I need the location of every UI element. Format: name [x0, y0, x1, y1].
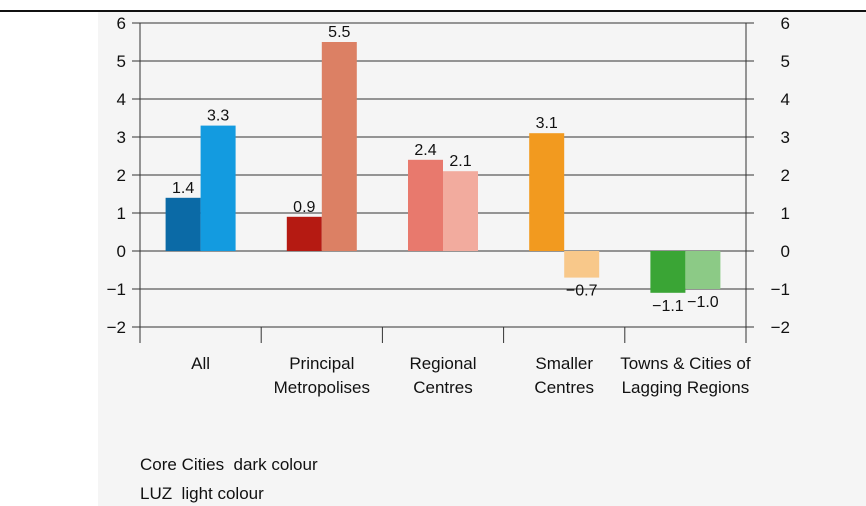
bar — [321, 42, 357, 251]
y-tick-label-left: 3 — [117, 128, 126, 147]
data-label: 0.9 — [293, 199, 315, 216]
y-tick-label-right: 4 — [781, 90, 790, 109]
bar — [650, 251, 686, 293]
data-label: 1.4 — [172, 180, 194, 197]
chart-background — [98, 12, 866, 506]
bar — [685, 251, 721, 289]
y-tick-label-right: −2 — [771, 318, 790, 337]
data-label: 2.1 — [449, 153, 471, 170]
bar — [200, 125, 236, 251]
bar — [564, 251, 600, 278]
x-category-label: Principal — [289, 354, 354, 373]
y-tick-label-right: −1 — [771, 280, 790, 299]
y-tick-label-right: 1 — [781, 204, 790, 223]
y-tick-label-right: 6 — [781, 14, 790, 33]
bar — [165, 197, 201, 251]
y-tick-label-left: 2 — [117, 166, 126, 185]
y-tick-label-left: 1 — [117, 204, 126, 223]
data-label: −1.0 — [687, 294, 719, 311]
y-tick-label-right: 5 — [781, 52, 790, 71]
x-category-label: Lagging Regions — [622, 378, 750, 397]
x-category-label: Towns & Cities of — [620, 354, 751, 373]
bar — [408, 159, 443, 251]
legend-core-cities: Core Cities dark colour — [140, 455, 318, 474]
bar — [286, 216, 322, 251]
bar — [529, 133, 565, 251]
data-label: −0.7 — [566, 283, 598, 300]
data-label: 5.5 — [328, 24, 350, 41]
y-tick-label-left: 5 — [117, 52, 126, 71]
y-tick-label-left: −2 — [107, 318, 126, 337]
y-tick-label-left: 0 — [117, 242, 126, 261]
legend-luz: LUZ light colour — [140, 484, 264, 503]
x-category-label: Centres — [534, 378, 594, 397]
y-tick-label-left: 4 — [117, 90, 126, 109]
x-category-label: Metropolises — [274, 378, 370, 397]
bar — [443, 171, 478, 251]
y-tick-label-right: 3 — [781, 128, 790, 147]
x-category-label: Centres — [413, 378, 473, 397]
y-tick-label-right: 0 — [781, 242, 790, 261]
data-label: 2.4 — [414, 142, 436, 159]
data-label: 3.1 — [536, 115, 558, 132]
x-category-label: Regional — [409, 354, 476, 373]
data-label: 3.3 — [207, 108, 229, 125]
top-rule — [0, 10, 866, 12]
x-category-label: All — [191, 354, 210, 373]
data-label: −1.1 — [652, 298, 684, 315]
y-tick-label-right: 2 — [781, 166, 790, 185]
y-tick-label-left: −1 — [107, 280, 126, 299]
y-tick-label-left: 6 — [117, 14, 126, 33]
x-category-label: Smaller — [535, 354, 593, 373]
